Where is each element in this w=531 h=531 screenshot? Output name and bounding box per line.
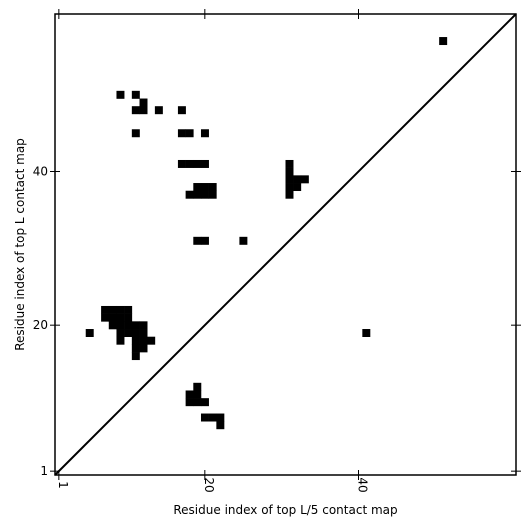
contact-cell [108, 305, 117, 314]
contact-cell [185, 190, 194, 199]
contact-cell [131, 129, 140, 138]
contact-cell [208, 183, 217, 192]
contact-cell [285, 183, 294, 192]
contact-cell [208, 190, 217, 199]
contact-cell [208, 413, 217, 422]
contact-cell [216, 421, 225, 430]
contact-cell [85, 329, 94, 337]
contact-cell [185, 390, 194, 399]
y-tick-label: 40 [33, 165, 48, 179]
contact-cell [193, 183, 202, 192]
contact-cell [239, 236, 248, 245]
x-axis-label: Residue index of top L/5 contact map [173, 503, 397, 517]
contact-cell [124, 329, 133, 337]
contact-cell [193, 236, 202, 245]
contact-cell [200, 190, 209, 199]
contact-cell [293, 175, 302, 184]
contact-cell [200, 183, 209, 192]
contact-cell [124, 313, 133, 322]
contact-cell [131, 329, 140, 337]
contact-cell [200, 398, 209, 407]
contact-cell [116, 90, 125, 99]
contact-cell [131, 106, 140, 115]
contact-cell [116, 336, 125, 345]
y-tick-label: 1 [40, 464, 48, 478]
contact-cell [116, 305, 125, 314]
y-axis-label: Residue index of top L contact map [13, 138, 27, 351]
contact-cell [139, 106, 148, 115]
contact-cell [200, 413, 209, 422]
contact-cell [131, 352, 140, 361]
x-tick-label: 1 [56, 481, 70, 489]
contact-cells [85, 37, 448, 430]
contact-cell [101, 313, 110, 322]
contact-cell [293, 183, 302, 192]
contact-cell [285, 175, 294, 184]
contact-cell [108, 313, 117, 322]
contact-cell [139, 329, 148, 337]
contact-cell [285, 190, 294, 199]
x-tick-label: 40 [355, 477, 369, 492]
diagonal-line [54, 13, 517, 476]
contact-cell [139, 321, 148, 330]
contact-cell [285, 159, 294, 168]
y-tick-label: 20 [33, 318, 48, 332]
contact-cell [200, 236, 209, 245]
contact-cell [124, 305, 133, 314]
x-tick-label: 20 [202, 477, 216, 492]
contact-cell [185, 159, 194, 168]
contact-cell [439, 37, 448, 46]
contact-cell [131, 336, 140, 345]
contact-cell [101, 305, 110, 314]
contact-cell [131, 321, 140, 330]
plot-frame [54, 13, 517, 476]
contact-cell [177, 129, 186, 138]
contact-cell [193, 159, 202, 168]
contact-cell [185, 398, 194, 407]
contact-cell [116, 329, 125, 337]
contact-cell [116, 321, 125, 330]
contact-cell [108, 321, 117, 330]
contact-cell [200, 129, 209, 138]
contact-cell [154, 106, 163, 115]
contact-cell [124, 321, 133, 330]
contact-cell [185, 129, 194, 138]
contact-cell [216, 413, 225, 422]
contact-cell [177, 159, 186, 168]
contact-cell [131, 344, 140, 353]
contact-cell [193, 398, 202, 407]
axis-ticks: 1 20 40 1 20 40 [33, 9, 521, 493]
contact-cell [139, 336, 148, 345]
contact-cell [139, 344, 148, 353]
contact-cell [177, 106, 186, 115]
contact-cell [300, 175, 309, 184]
contact-cell [116, 313, 125, 322]
contact-cell [362, 329, 371, 337]
contact-cell [139, 98, 148, 107]
contact-cell [285, 167, 294, 176]
contact-cell [193, 390, 202, 399]
contact-cell [193, 382, 202, 391]
contact-cell [131, 90, 140, 99]
contact-cell [193, 190, 202, 199]
contact-cell [200, 159, 209, 168]
contact-cell [147, 336, 156, 345]
